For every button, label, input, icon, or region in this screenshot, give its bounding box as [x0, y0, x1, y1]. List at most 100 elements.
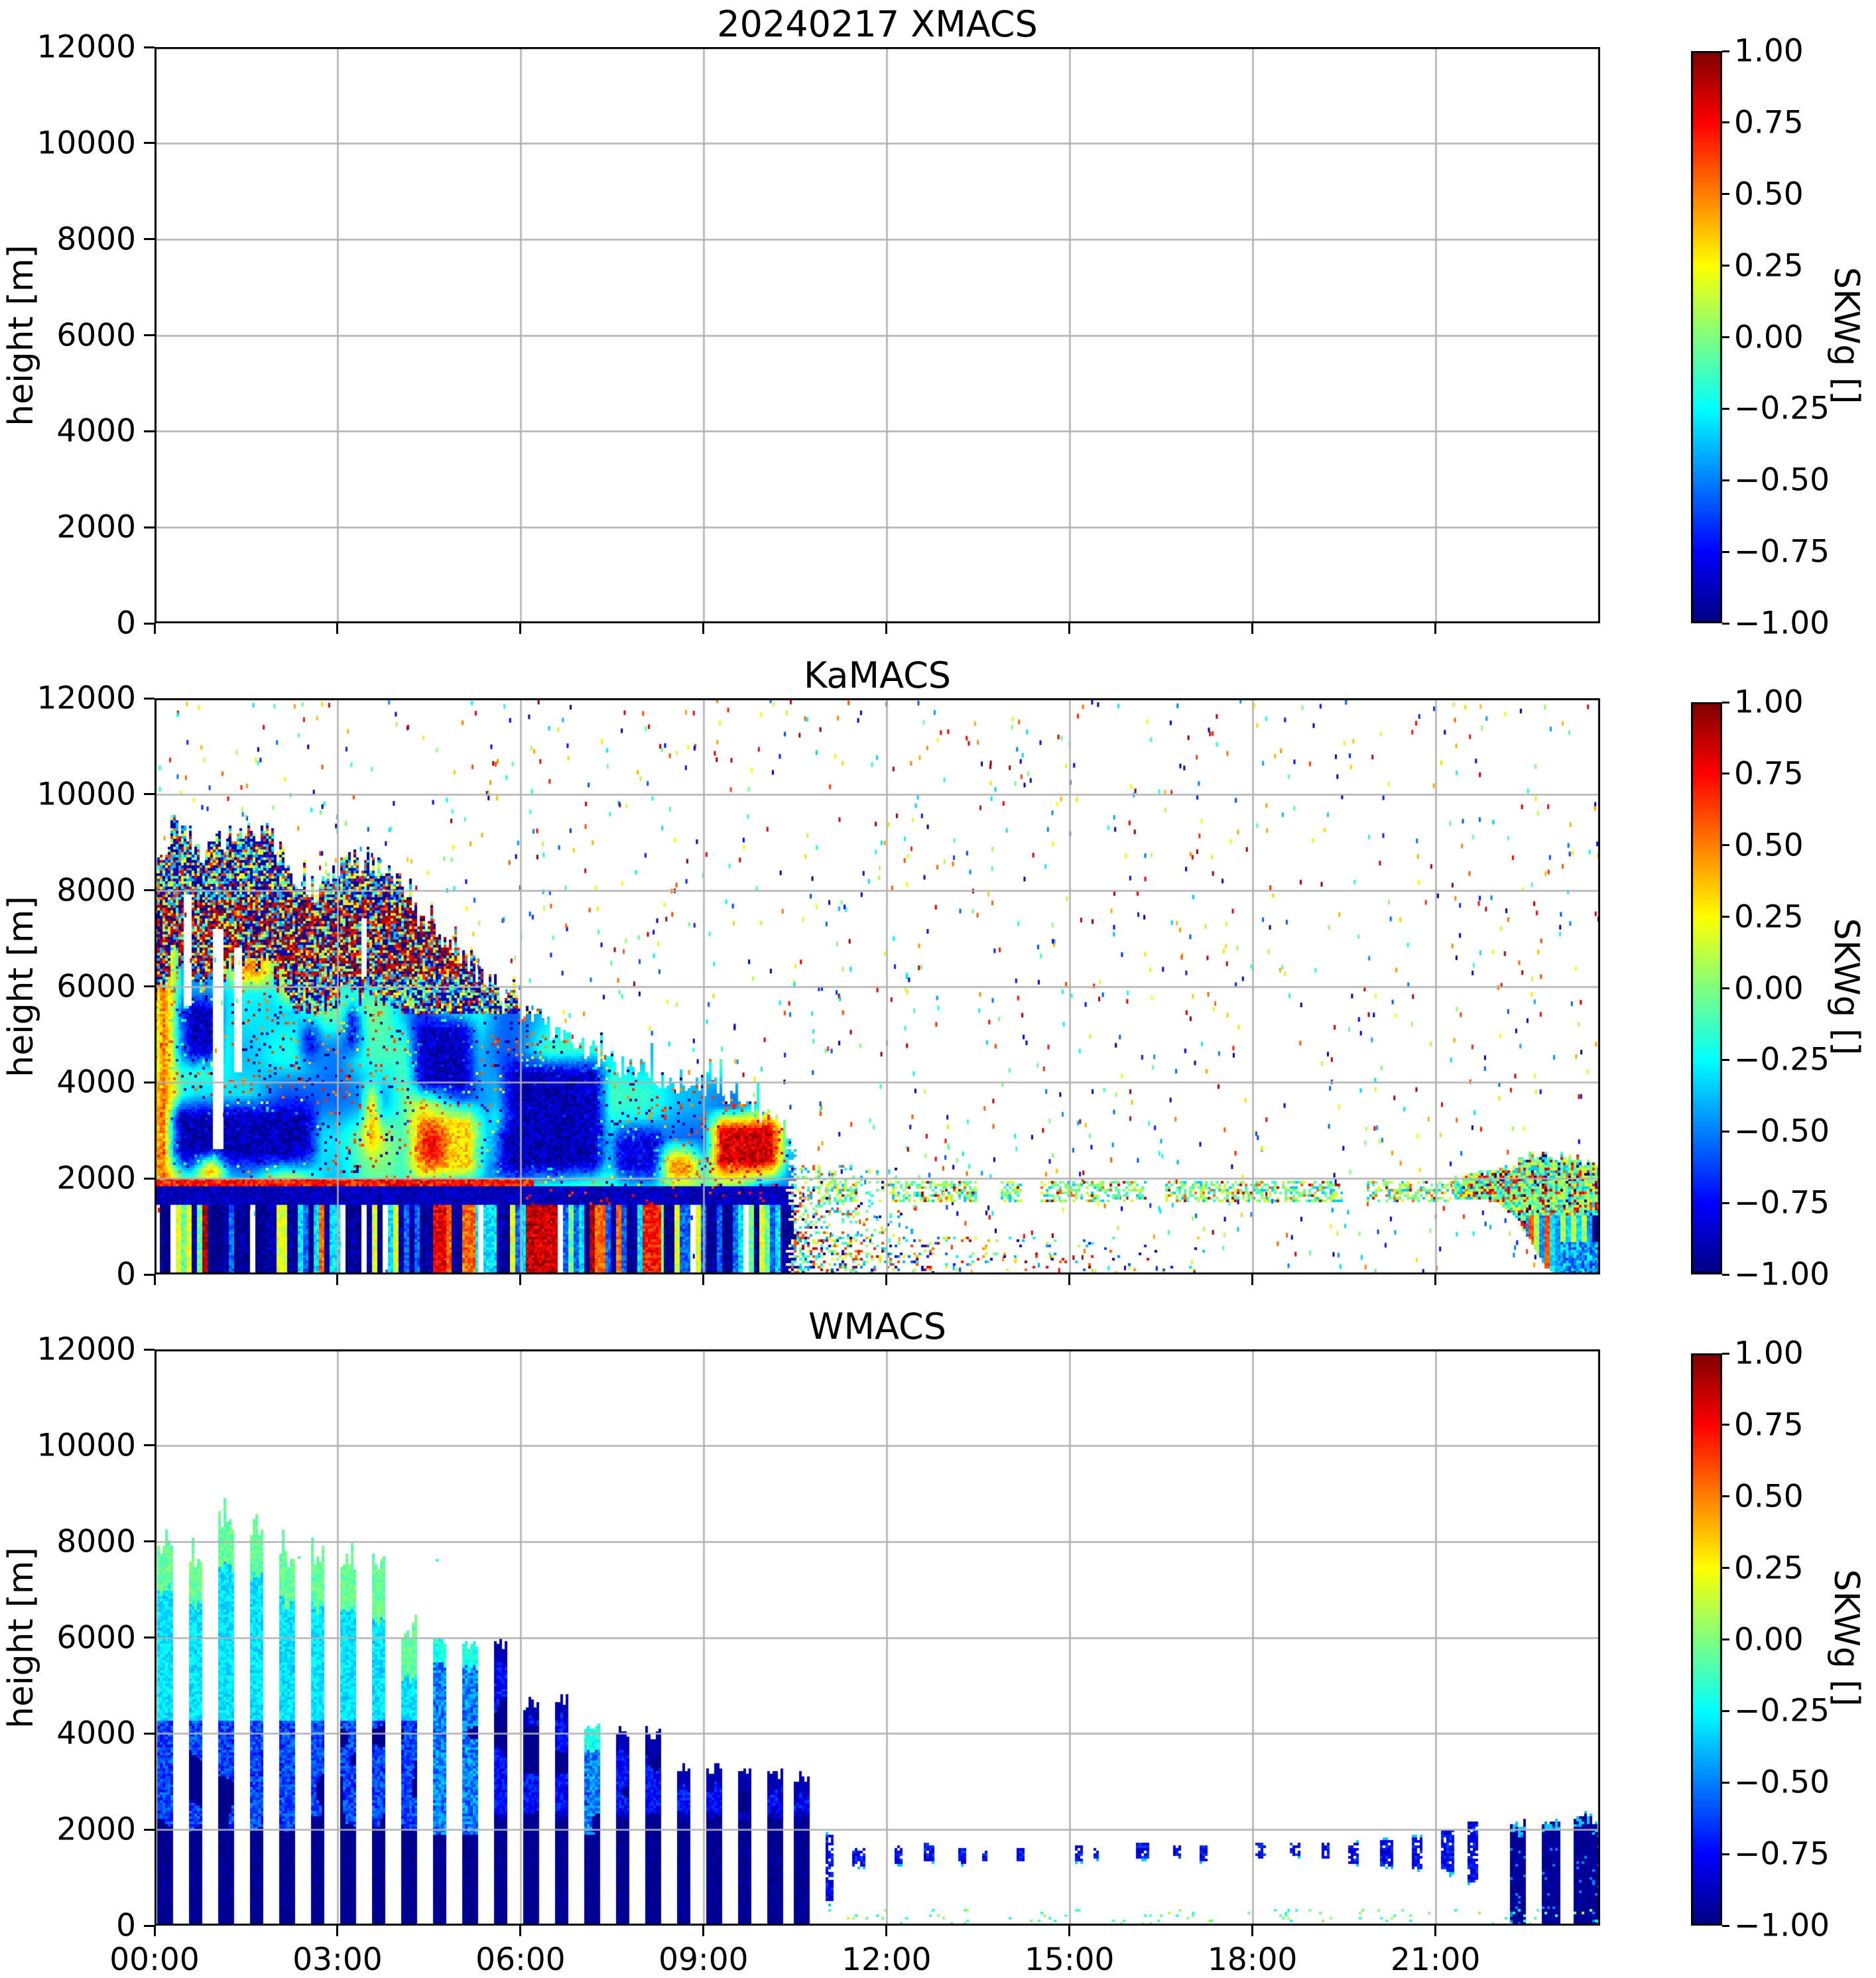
colorbar-tick-label-xmacs: −0.75 — [1734, 533, 1830, 570]
y-tick-label-xmacs: 12000 — [36, 29, 136, 66]
colorbar-tick-wmacs — [1722, 1424, 1729, 1426]
y-tick-label-xmacs: 4000 — [56, 412, 136, 450]
colorbar-tick-kamacs — [1722, 916, 1729, 918]
colorbar-tick-kamacs — [1722, 1130, 1729, 1133]
colorbar-tick-label-wmacs: −1.00 — [1734, 1907, 1830, 1944]
colorbar-tick-kamacs — [1722, 1058, 1729, 1061]
colorbar-tick-label-wmacs: 0.00 — [1734, 1621, 1804, 1658]
y-tick-xmacs — [144, 526, 155, 528]
colorbar-label-xmacs: SKWg [] — [1826, 267, 1866, 404]
plot-area-wmacs — [155, 1349, 1600, 1926]
colorbar-tick-wmacs — [1722, 1567, 1729, 1570]
y-tick-label-wmacs: 10000 — [36, 1427, 136, 1464]
colorbar-tick-label-wmacs: −0.50 — [1734, 1764, 1830, 1801]
y-tick-kamacs — [144, 1177, 155, 1180]
colorbar-tick-label-kamacs: −1.00 — [1734, 1256, 1830, 1293]
y-tick-wmacs — [144, 1637, 155, 1638]
colorbar-tick-label-kamacs: 0.50 — [1734, 827, 1804, 864]
colorbar-tick-xmacs — [1722, 407, 1729, 410]
y-tick-label-wmacs: 12000 — [36, 1331, 136, 1368]
colorbar-tick-label-kamacs: 0.25 — [1734, 898, 1804, 936]
colorbar-tick-wmacs — [1722, 1709, 1729, 1712]
x-tick-kamacs — [1434, 1274, 1437, 1285]
y-tick-kamacs — [144, 889, 155, 892]
y-tick-wmacs — [144, 1732, 155, 1735]
x-tick-label: 21:00 — [1390, 1942, 1481, 1978]
colorbar-tick-xmacs — [1722, 265, 1729, 267]
y-tick-xmacs — [144, 622, 155, 625]
x-tick-xmacs — [1251, 623, 1254, 634]
colorbar-tick-label-kamacs: 0.00 — [1734, 970, 1804, 1007]
colorbar-label-wmacs: SKWg [] — [1826, 1569, 1866, 1706]
colorbar-tick-wmacs — [1722, 1781, 1729, 1784]
x-tick-kamacs — [702, 1274, 705, 1285]
y-tick-kamacs — [144, 793, 155, 796]
colorbar-canvas-kamacs — [1691, 702, 1722, 1274]
x-tick-xmacs — [1434, 623, 1437, 634]
plot-title-kamacs: KaMACS — [803, 654, 952, 696]
x-tick-kamacs — [885, 1274, 888, 1285]
y-tick-label-kamacs: 6000 — [56, 968, 136, 1005]
x-tick-wmacs — [885, 1926, 888, 1936]
y-tick-label-kamacs: 10000 — [36, 776, 136, 813]
colorbar-tick-xmacs — [1722, 622, 1729, 625]
colorbar-tick-label-wmacs: 0.50 — [1734, 1478, 1804, 1515]
colorbar-tick-label-wmacs: 1.00 — [1734, 1335, 1804, 1372]
colorbar-tick-label-kamacs: −0.50 — [1734, 1113, 1830, 1150]
colorbar-tick-kamacs — [1722, 1202, 1729, 1204]
y-tick-label-xmacs: 6000 — [56, 317, 136, 353]
y-tick-label-kamacs: 12000 — [36, 680, 136, 717]
x-tick-wmacs — [1251, 1926, 1254, 1936]
y-tick-kamacs — [144, 1273, 155, 1276]
x-tick-kamacs — [519, 1274, 522, 1285]
colorbar-tick-label-xmacs: −1.00 — [1734, 605, 1830, 642]
y-tick-xmacs — [144, 142, 155, 145]
x-tick-label: 12:00 — [842, 1942, 932, 1978]
colorbar-tick-xmacs — [1722, 336, 1729, 338]
colorbar-tick-label-wmacs: −0.75 — [1734, 1835, 1830, 1873]
y-tick-label-kamacs: 4000 — [56, 1064, 136, 1101]
y-tick-label-kamacs: 0 — [116, 1256, 136, 1293]
colorbar-tick-kamacs — [1722, 844, 1729, 847]
colorbar-tick-kamacs — [1722, 701, 1729, 704]
x-tick-wmacs — [702, 1926, 705, 1936]
x-tick-xmacs — [153, 623, 156, 634]
x-tick-kamacs — [336, 1274, 339, 1285]
y-tick-label-kamacs: 2000 — [56, 1160, 136, 1197]
plot-title-xmacs: 20240217 XMACS — [717, 3, 1038, 45]
y-tick-label-xmacs: 2000 — [56, 509, 136, 546]
x-tick-wmacs — [336, 1926, 339, 1936]
colorbar-canvas-wmacs — [1691, 1353, 1722, 1926]
colorbar-tick-label-xmacs: 1.00 — [1734, 32, 1804, 70]
y-tick-label-xmacs: 0 — [116, 605, 136, 642]
plot-title-wmacs: WMACS — [808, 1306, 946, 1347]
colorbar-tick-kamacs — [1722, 773, 1729, 775]
x-tick-label: 18:00 — [1207, 1942, 1298, 1978]
colorbar-tick-kamacs — [1722, 987, 1729, 989]
colorbar-tick-xmacs — [1722, 193, 1729, 196]
y-tick-wmacs — [144, 1540, 155, 1543]
x-tick-xmacs — [702, 623, 705, 634]
y-tick-label-wmacs: 0 — [116, 1907, 136, 1944]
colorbar-tick-xmacs — [1722, 479, 1729, 481]
y-tick-xmacs — [144, 334, 155, 336]
y-tick-label-kamacs: 8000 — [56, 872, 136, 909]
x-tick-wmacs — [519, 1926, 522, 1936]
colorbar-tick-wmacs — [1722, 1352, 1729, 1355]
x-tick-xmacs — [519, 623, 522, 634]
colorbar-tick-label-xmacs: 0.25 — [1734, 247, 1804, 284]
x-tick-kamacs — [1251, 1274, 1254, 1285]
colorbar-tick-xmacs — [1722, 50, 1729, 52]
x-tick-label: 09:00 — [658, 1942, 749, 1978]
y-tick-kamacs — [144, 697, 155, 700]
y-tick-wmacs — [144, 1828, 155, 1831]
y-tick-label-wmacs: 4000 — [56, 1715, 136, 1752]
plot-area-kamacs — [155, 698, 1600, 1274]
x-tick-kamacs — [153, 1274, 156, 1285]
colorbar-tick-label-xmacs: 0.75 — [1734, 104, 1804, 141]
colorbar-tick-label-xmacs: −0.25 — [1734, 390, 1830, 427]
colorbar-tick-label-xmacs: 0.50 — [1734, 176, 1804, 213]
colorbar-tick-xmacs — [1722, 121, 1729, 124]
y-tick-label-wmacs: 2000 — [56, 1811, 136, 1848]
